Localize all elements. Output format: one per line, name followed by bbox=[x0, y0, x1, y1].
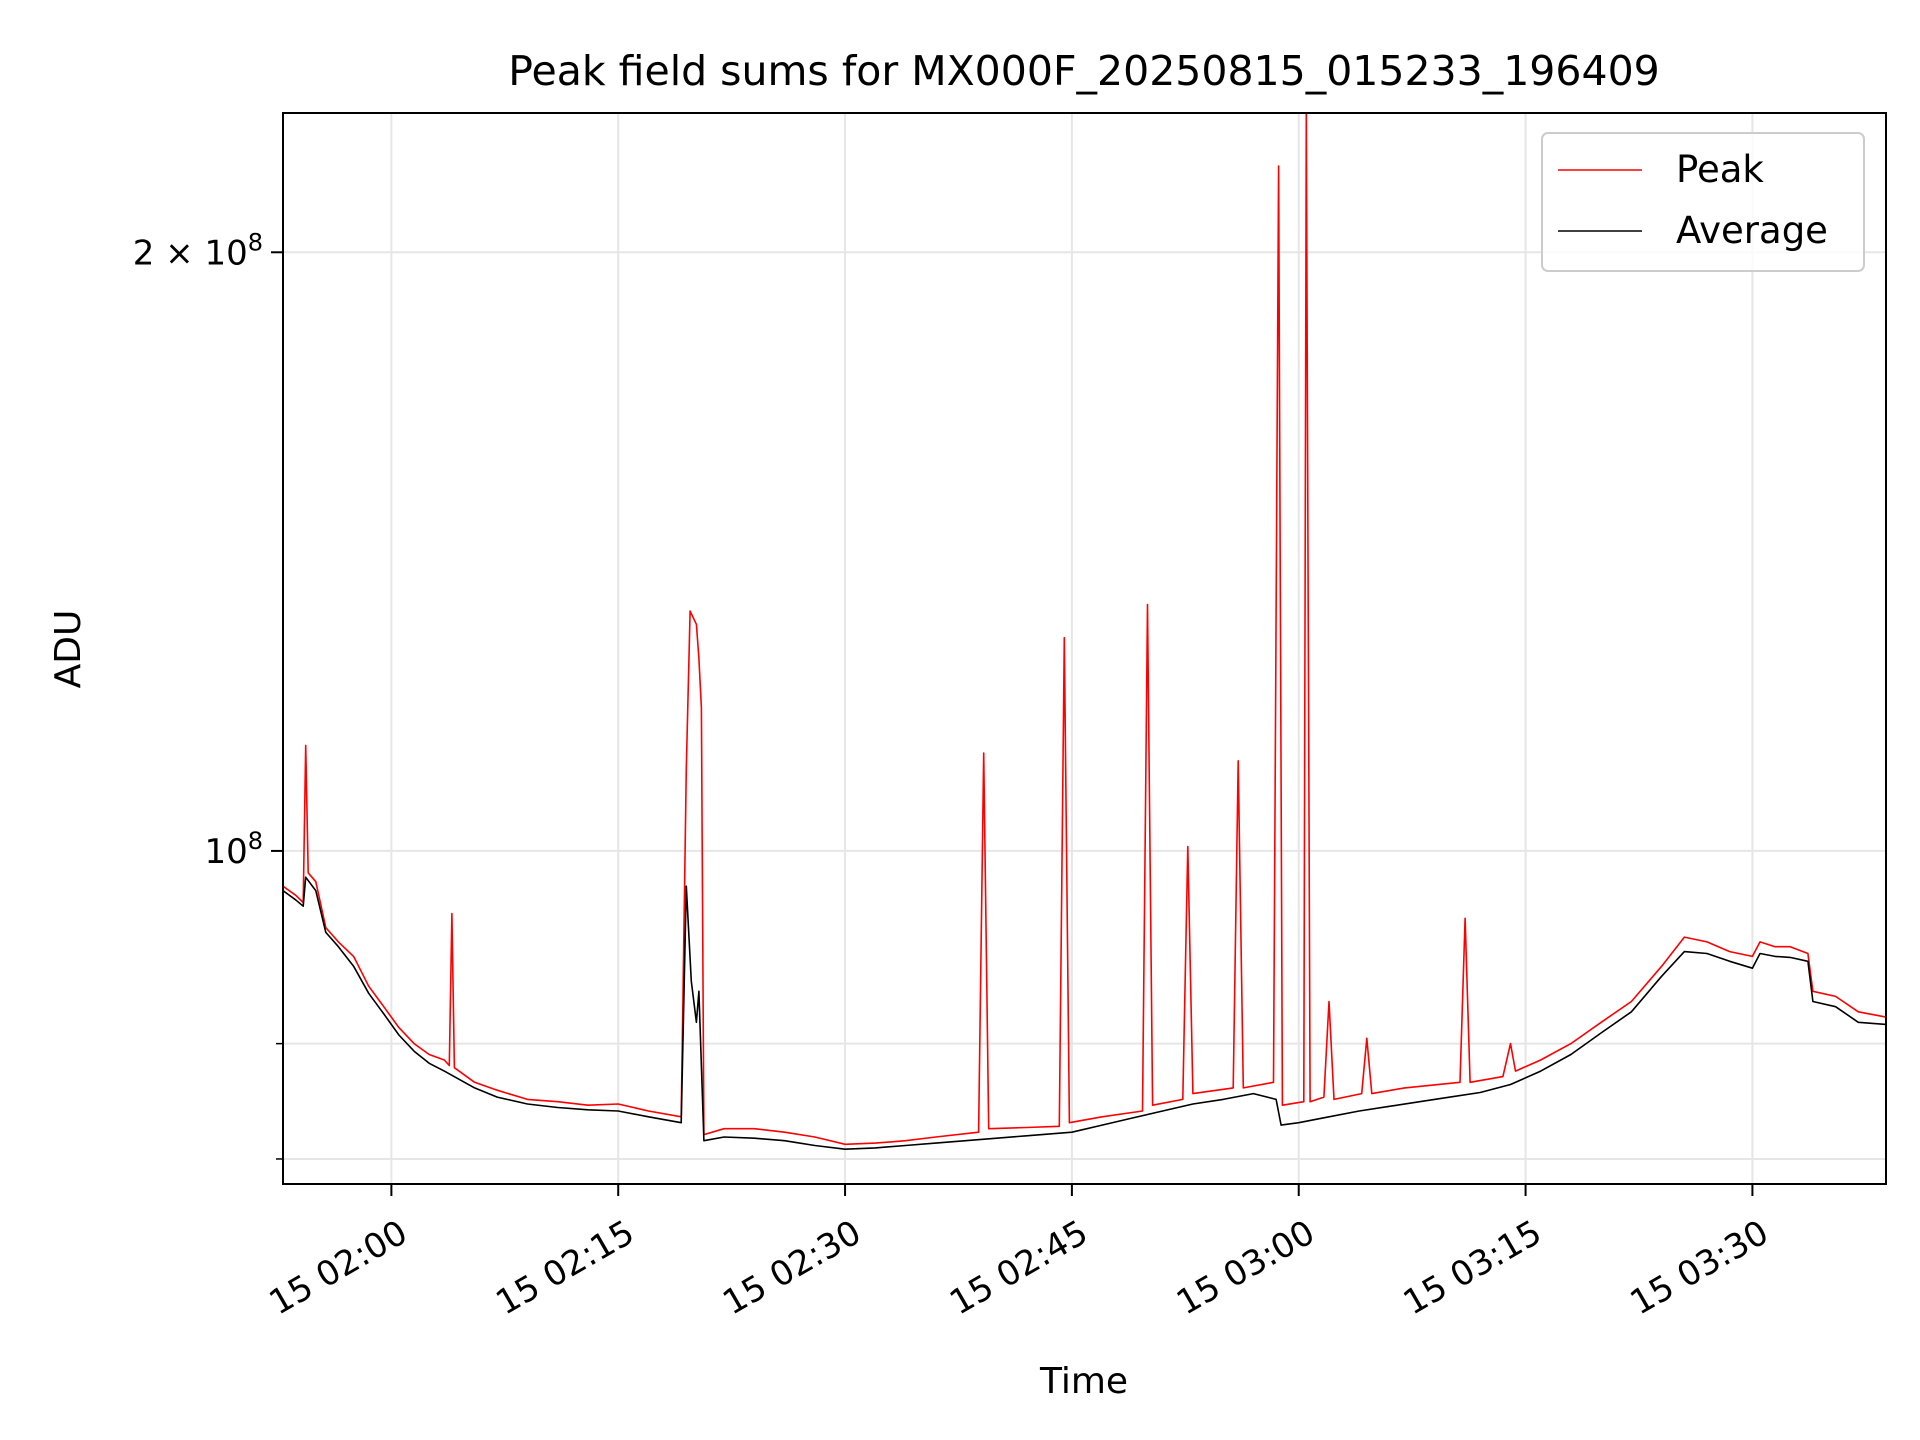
series-layer bbox=[283, 113, 1886, 1150]
y-tick-label: 2 × 108 bbox=[133, 228, 263, 273]
legend: Peak Average bbox=[1541, 132, 1865, 272]
legend-peak-label: Peak bbox=[1676, 148, 1764, 191]
y-tick-label: 108 bbox=[204, 827, 263, 872]
chart-title: Peak field sums for MX000F_20250815_0152… bbox=[508, 47, 1659, 95]
plot-frame bbox=[282, 112, 1887, 1185]
legend-box bbox=[1541, 132, 1865, 272]
series-average-line bbox=[283, 876, 1886, 1150]
y-axis-ticks: 108 2 × 108 bbox=[133, 228, 283, 1160]
x-axis-label: Time bbox=[1039, 1361, 1128, 1402]
legend-average-label: Average bbox=[1676, 209, 1828, 252]
grid-layer bbox=[283, 113, 1886, 1184]
series-peak-line bbox=[283, 113, 1886, 1146]
y-axis-label: ADU bbox=[48, 610, 89, 689]
